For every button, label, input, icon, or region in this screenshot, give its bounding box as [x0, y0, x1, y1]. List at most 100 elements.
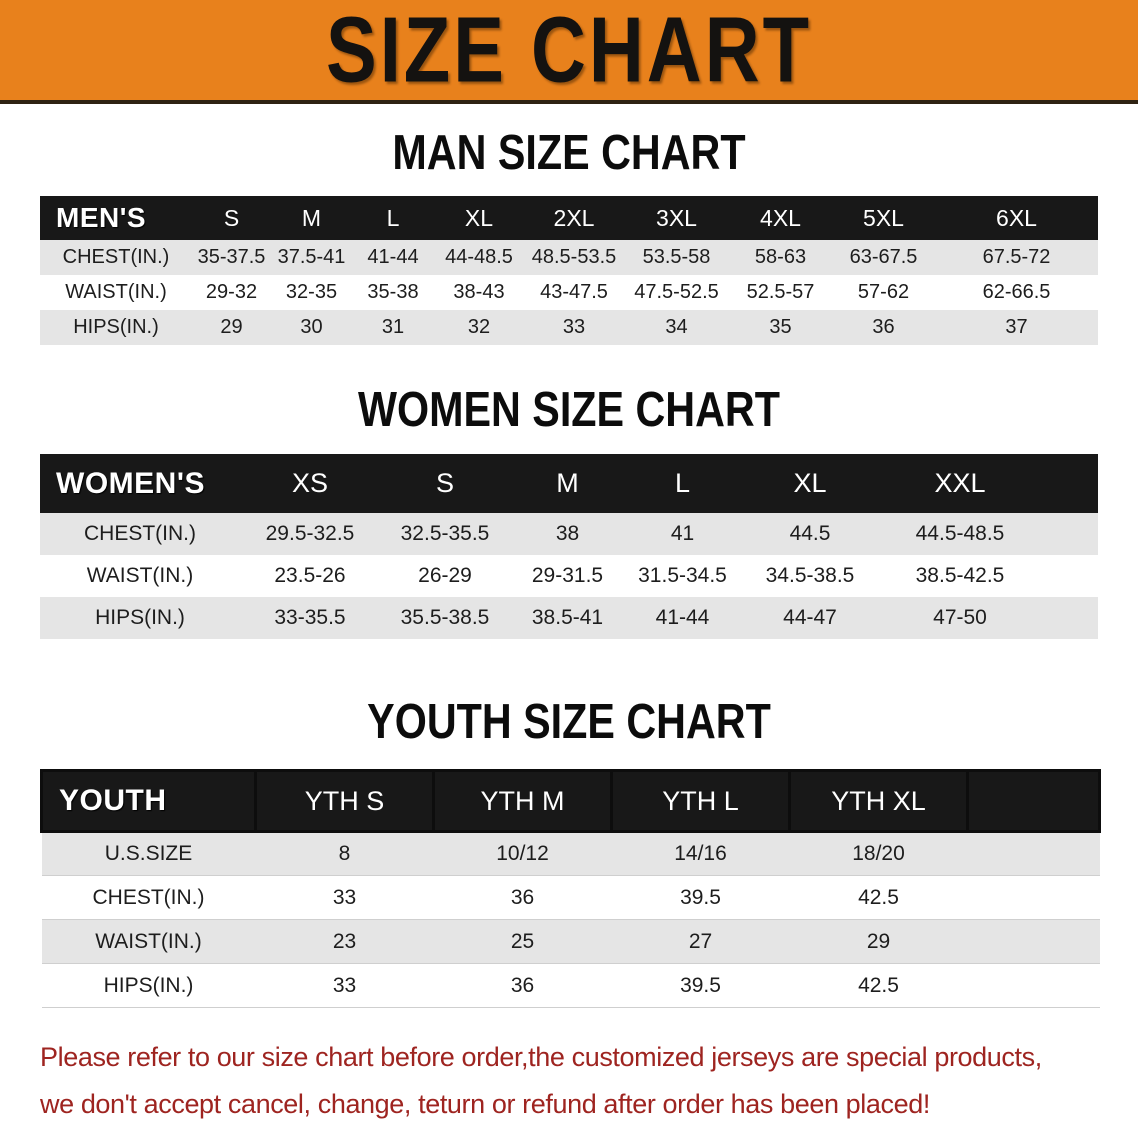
size-value-cell: 38.5-42.5 — [915, 564, 1005, 587]
women-size-header-xs: XS — [240, 454, 380, 513]
size-value-cell: 39.5 — [680, 973, 721, 997]
size-value-cell: 29-32 — [205, 281, 258, 303]
size-value-cell: 23.5-26 — [274, 564, 346, 587]
size-value-cell: 33 — [524, 310, 624, 345]
youth-size-header-yth-s: YTH S — [254, 769, 435, 833]
women-row-waist-in.-: WAIST(IN.) 23.5-26 26-29 29-31.5 31.5-34.5 34… — [40, 555, 1098, 597]
row-label: HIPS(IN.) — [103, 973, 194, 997]
size-value-cell: 44-48.5 — [434, 240, 524, 275]
women-group-label: WOMEN'S — [40, 454, 240, 513]
row-label: HIPS(IN.) — [40, 597, 240, 639]
spacer — [968, 964, 1100, 1008]
men-size-header-4xl: 4XL — [729, 196, 832, 240]
size-value-cell: 8 — [255, 831, 434, 876]
size-value-cell: 26-29 — [418, 564, 472, 587]
youth-row-waist-in.-: WAIST(IN.) 23 25 27 29 — [41, 919, 1100, 964]
size-value-cell: 25 — [433, 919, 612, 964]
size-value-cell: 42.5 — [858, 973, 899, 997]
spacer — [1040, 513, 1098, 555]
size-value-cell: 32.5-35.5 — [380, 513, 510, 555]
women-row-hips-in.-: HIPS(IN.) 33-35.5 35.5-38.5 38.5-41 41-44 44-… — [40, 597, 1098, 639]
youth-row-chest-in.-: CHEST(IN.) 33 36 39.5 42.5 — [41, 876, 1100, 920]
size-value-cell: 36 — [510, 973, 535, 997]
size-value-cell: 34 — [624, 310, 729, 345]
women-size-table: WOMEN'S XS S M L XL XXL CHEST(IN.) 29.5-32.5 32.5… — [40, 454, 1098, 639]
size-value-cell: 34.5-38.5 — [765, 564, 855, 587]
spacer — [1040, 454, 1098, 513]
men-size-header-6xl: 6XL — [935, 196, 1098, 240]
size-value-cell: 31 — [352, 310, 434, 345]
youth-size-table: YOUTH YTH S YTH M YTH L YTH XL U.S.SIZE 8 10/12… — [40, 769, 1101, 1008]
size-value-cell: 38 — [510, 513, 625, 555]
row-label: CHEST(IN.) — [92, 885, 205, 909]
women-size-header-xxl: XXL — [880, 454, 1040, 513]
women-section-title: WOMEN SIZE CHART — [358, 382, 780, 438]
size-value-cell: 57-62 — [857, 281, 910, 303]
size-value-cell: 44-47 — [740, 597, 880, 639]
size-value-cell: 48.5-53.5 — [524, 240, 624, 275]
row-label: CHEST(IN.) — [40, 513, 240, 555]
women-size-header-m: M — [510, 454, 625, 513]
size-value-cell: 36 — [832, 310, 935, 345]
size-chart-banner: SIZE CHART — [0, 0, 1138, 104]
size-value-cell: 35-38 — [367, 281, 419, 303]
size-value-cell: 41 — [625, 513, 740, 555]
disclaimer-text: Please refer to our size chart before or… — [40, 1034, 1118, 1128]
men-group-label: MEN'S — [40, 196, 192, 240]
size-value-cell: 58-63 — [729, 240, 832, 275]
women-row-chest-in.-: CHEST(IN.) 29.5-32.5 32.5-35.5 38 41 44.5 44.5… — [40, 513, 1098, 555]
women-size-header-xl: XL — [740, 454, 880, 513]
size-value-cell: 32 — [434, 310, 524, 345]
size-value-cell: 41-44 — [352, 240, 434, 275]
youth-row-hips-in.-: HIPS(IN.) 33 36 39.5 42.5 — [41, 964, 1100, 1008]
disclaimer-line-2: we don't accept cancel, change, teturn o… — [40, 1089, 930, 1119]
size-value-cell: 53.5-58 — [624, 240, 729, 275]
size-value-cell: 29 — [192, 310, 271, 345]
women-size-header-s: S — [380, 454, 510, 513]
men-size-header-xl: XL — [434, 196, 524, 240]
men-size-header-5xl: 5XL — [832, 196, 935, 240]
size-value-cell: 62-66.5 — [982, 281, 1051, 303]
youth-group-label: YOUTH — [40, 769, 257, 833]
size-value-cell: 23 — [255, 919, 434, 964]
size-value-cell: 29 — [789, 919, 968, 964]
size-value-cell: 33 — [332, 885, 357, 909]
banner-title: SIZE CHART — [326, 0, 812, 102]
youth-size-header-yth-m: YTH M — [432, 769, 613, 833]
row-label: WAIST(IN.) — [65, 281, 167, 303]
men-row-waist-in.-: WAIST(IN.) 29-32 32-35 35-38 38-43 43-47.5 47.… — [40, 275, 1098, 310]
size-value-cell: 33-35.5 — [240, 597, 380, 639]
size-value-cell: 35-37.5 — [192, 240, 271, 275]
disclaimer-line-1: Please refer to our size chart before or… — [40, 1042, 1042, 1072]
size-value-cell: 35 — [729, 310, 832, 345]
size-value-cell: 27 — [611, 919, 790, 964]
size-value-cell: 36 — [510, 885, 535, 909]
men-row-hips-in.-: HIPS(IN.) 29 30 31 32 33 34 35 36 37 — [40, 310, 1098, 345]
size-value-cell: 14/16 — [611, 831, 790, 876]
row-label: WAIST(IN.) — [41, 919, 256, 964]
size-value-cell: 37 — [935, 310, 1098, 345]
spacer — [967, 831, 1100, 876]
size-value-cell: 32-35 — [285, 281, 338, 303]
men-size-table: MEN'S S M L XL 2XL 3XL 4XL 5XL 6XL CHEST(IN.) 35-37… — [40, 196, 1098, 345]
size-value-cell: 43-47.5 — [540, 281, 608, 303]
men-row-chest-in.-: CHEST(IN.) 35-37.5 37.5-41 41-44 44-48.5 48.5… — [40, 240, 1098, 275]
size-value-cell: 67.5-72 — [935, 240, 1098, 275]
size-value-cell: 29-31.5 — [531, 564, 604, 587]
youth-size-header-yth-l: YTH L — [610, 769, 791, 833]
size-value-cell: 38-43 — [453, 281, 505, 303]
size-value-cell: 18/20 — [789, 831, 968, 876]
size-value-cell: 44.5 — [740, 513, 880, 555]
spacer — [1040, 597, 1098, 639]
size-value-cell: 33 — [332, 973, 357, 997]
size-value-cell: 39.5 — [680, 885, 721, 909]
size-value-cell: 30 — [271, 310, 352, 345]
men-size-header-s: S — [192, 196, 271, 240]
youth-header-row: YOUTH YTH S YTH M YTH L YTH XL — [40, 769, 1101, 833]
size-value-cell: 44.5-48.5 — [880, 513, 1040, 555]
size-value-cell: 31.5-34.5 — [638, 564, 727, 587]
youth-section-title: YOUTH SIZE CHART — [367, 694, 771, 750]
men-size-header-3xl: 3XL — [624, 196, 729, 240]
men-size-header-m: M — [271, 196, 352, 240]
row-label: CHEST(IN.) — [40, 240, 192, 275]
